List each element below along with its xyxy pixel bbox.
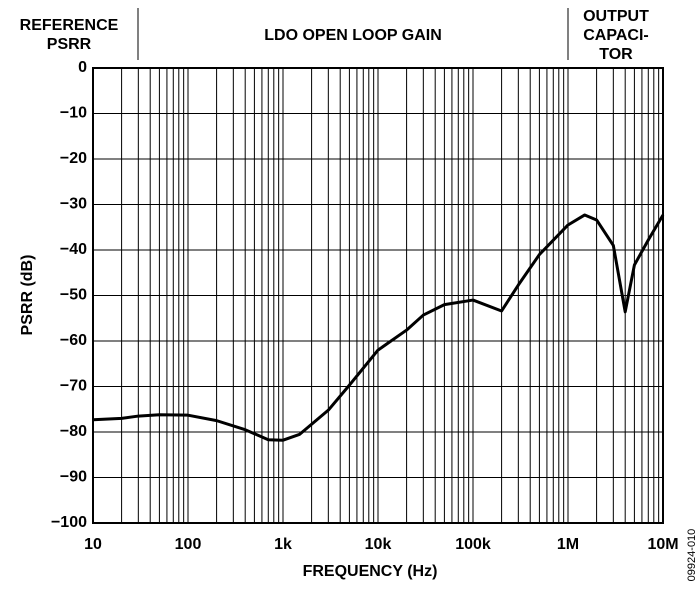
psrr-curve <box>92 213 665 442</box>
y-tick-label: −40 <box>60 241 87 258</box>
y-tick-label: −20 <box>60 150 87 167</box>
x-axis-title: FREQUENCY (Hz) <box>303 563 438 580</box>
x-tick-label: 10k <box>365 536 392 553</box>
region-label: OUTPUT <box>583 8 649 25</box>
y-tick-label: −70 <box>60 378 87 395</box>
region-label: REFERENCE <box>20 17 119 34</box>
y-tick-label: −30 <box>60 196 87 213</box>
x-tick-label: 1k <box>274 536 292 553</box>
region-label: PSRR <box>47 36 92 53</box>
figure-id: 09924-010 <box>686 529 698 582</box>
region-label: TOR <box>599 46 633 63</box>
x-tick-label: 100k <box>455 536 491 553</box>
y-axis-title: PSRR (dB) <box>19 255 36 336</box>
x-tick-label: 1M <box>557 536 579 553</box>
y-tick-label: 0 <box>78 59 87 76</box>
x-tick-label: 10M <box>647 536 678 553</box>
x-tick-label: 10 <box>84 536 102 553</box>
y-tick-label: −10 <box>60 105 87 122</box>
y-tick-label: −50 <box>60 287 87 304</box>
y-tick-label: −60 <box>60 332 87 349</box>
y-tick-label: −90 <box>60 469 87 486</box>
x-tick-label: 100 <box>175 536 202 553</box>
y-tick-label: −100 <box>51 514 87 531</box>
y-tick-label: −80 <box>60 423 87 440</box>
region-label: CAPACI- <box>583 27 648 44</box>
region-label: LDO OPEN LOOP GAIN <box>264 27 442 44</box>
plot-frame <box>92 67 664 524</box>
